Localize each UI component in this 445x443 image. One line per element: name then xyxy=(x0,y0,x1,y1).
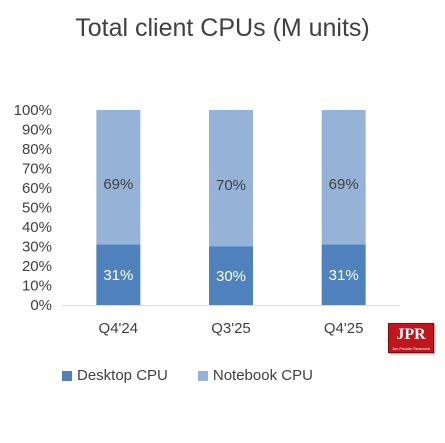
y-tick-label: 40% xyxy=(22,219,52,236)
logo-subtext: Jon Peddie Research xyxy=(391,346,431,351)
y-tick-label: 50% xyxy=(22,200,52,217)
y-tick-label: 70% xyxy=(22,161,52,178)
legend-item-notebook: Notebook CPU xyxy=(197,367,313,384)
data-label: 69% xyxy=(329,176,359,193)
jpr-logo: JPR Jon Peddie Research xyxy=(388,323,434,353)
y-tick-label: 90% xyxy=(22,122,52,139)
y-tick-label: 0% xyxy=(30,297,52,314)
data-label: 30% xyxy=(216,268,246,285)
data-label: 31% xyxy=(103,267,133,284)
x-tick-label: Q4'25 xyxy=(324,320,364,337)
legend-item-desktop: Desktop CPU xyxy=(62,367,168,384)
bar-desktop xyxy=(96,244,141,305)
bar-notebook xyxy=(321,110,366,245)
bar-desktop xyxy=(209,246,253,305)
y-tick-label: 20% xyxy=(22,258,52,275)
x-tick-label: Q3'25 xyxy=(211,320,251,337)
legend: Desktop CPU Notebook CPU xyxy=(62,367,313,384)
legend-swatch-desktop xyxy=(62,370,72,381)
bar-desktop xyxy=(321,244,366,305)
data-label: 31% xyxy=(329,267,359,284)
y-tick-label: 30% xyxy=(22,239,52,256)
legend-label-desktop: Desktop CPU xyxy=(77,367,168,384)
x-tick-label: Q4'24 xyxy=(99,320,139,337)
y-tick-label: 10% xyxy=(22,278,52,295)
legend-label-notebook: Notebook CPU xyxy=(212,367,313,384)
y-tick-label: 80% xyxy=(22,141,52,158)
y-tick-label: 100% xyxy=(14,102,52,119)
y-tick-label: 60% xyxy=(22,180,52,197)
bar-notebook xyxy=(96,110,141,245)
bar-notebook xyxy=(209,110,253,247)
chart-title: Total client CPUs (M units) xyxy=(75,14,370,42)
legend-swatch-notebook xyxy=(197,370,208,381)
logo-text: JPR xyxy=(396,326,426,343)
data-label: 69% xyxy=(103,176,133,193)
data-label: 70% xyxy=(216,177,246,194)
